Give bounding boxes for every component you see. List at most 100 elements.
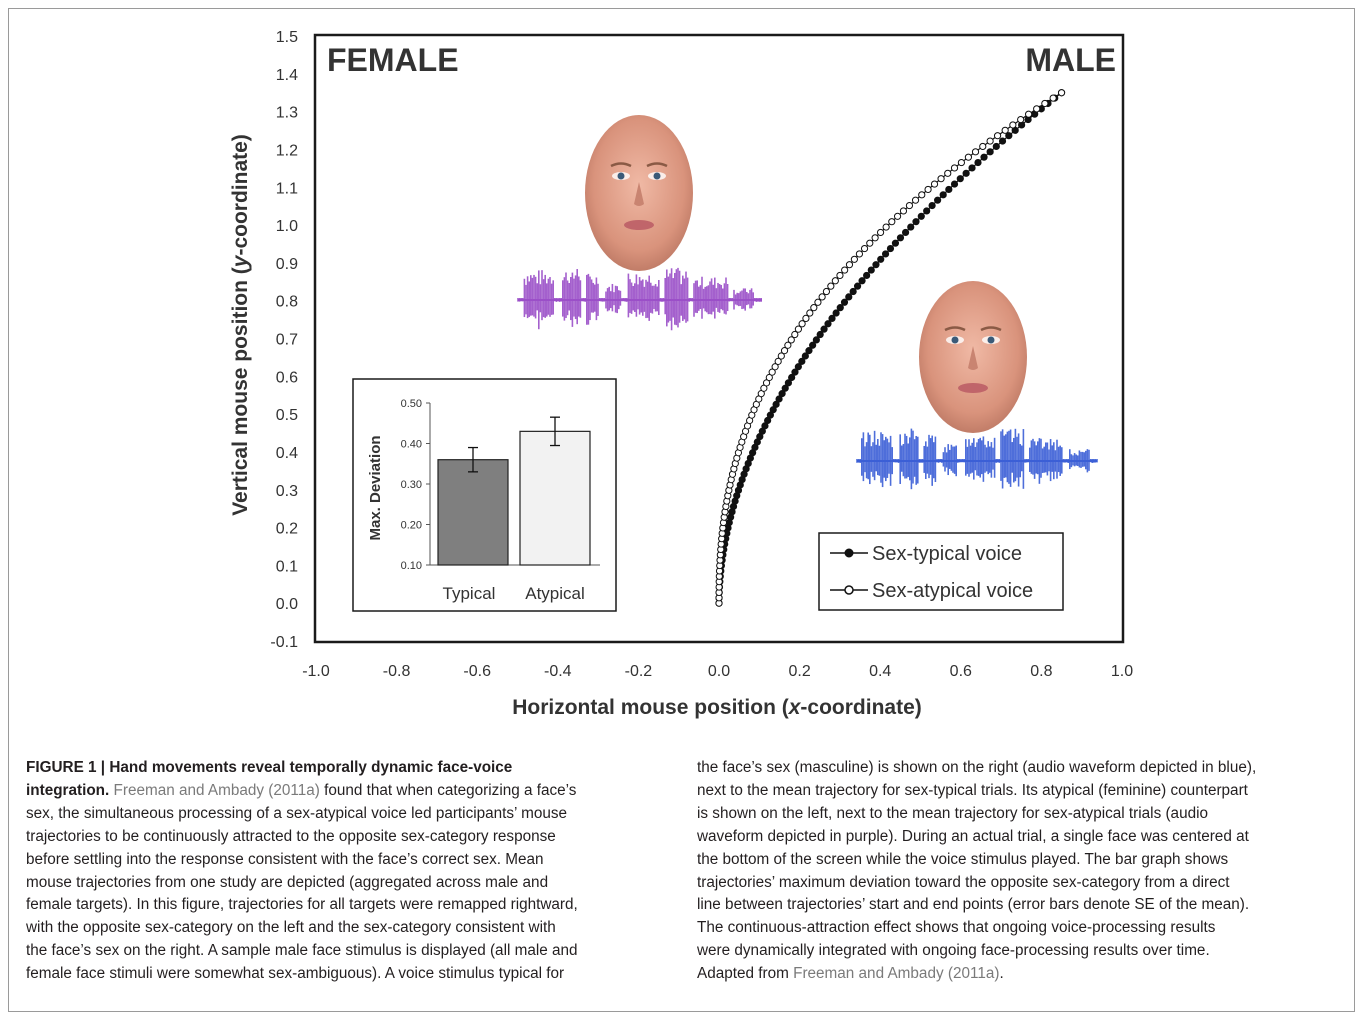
typical-trajectory-point bbox=[845, 293, 853, 301]
caption-right-column: the face’s sex (masculine) is shown on t… bbox=[697, 757, 1347, 986]
caption-text: before settling into the response consis… bbox=[26, 850, 544, 868]
atypical-trajectory-point bbox=[993, 132, 1002, 140]
atypical-trajectory-point bbox=[845, 261, 854, 269]
typical-trajectory-point bbox=[980, 153, 988, 161]
typical-trajectory-point bbox=[832, 309, 840, 317]
typical-trajectory-point bbox=[824, 320, 832, 328]
typical-trajectory-point bbox=[794, 363, 802, 371]
typical-trajectory-point bbox=[849, 287, 857, 296]
caption-text: is shown on the left, next to the mean t… bbox=[697, 804, 1208, 822]
atypical-trajectory-point bbox=[888, 218, 896, 226]
atypical-trajectory-point bbox=[893, 212, 902, 220]
caption-text: trajectories to be continuously attracte… bbox=[26, 827, 556, 845]
legend-marker-atypical bbox=[844, 585, 854, 595]
male-label: MALE bbox=[1025, 42, 1116, 78]
typical-trajectory-point bbox=[928, 201, 936, 210]
atypical-trajectory-point bbox=[818, 293, 826, 301]
atypical-trajectory-point bbox=[1025, 110, 1033, 118]
typical-trajectory-point bbox=[820, 325, 828, 333]
x-tick-label: -0.8 bbox=[383, 663, 411, 680]
atypical-trajectory-point bbox=[986, 137, 994, 145]
atypical-trajectory-point bbox=[841, 266, 849, 274]
typical-trajectory-point bbox=[974, 158, 982, 167]
x-axis-label: Horizontal mouse position (x-coordinate) bbox=[512, 696, 922, 719]
typical-trajectory-point bbox=[891, 239, 900, 247]
typical-trajectory-point bbox=[775, 395, 783, 403]
y-tick-label: 0.3 bbox=[276, 483, 298, 500]
main-figure: 1.51.41.31.21.11.00.90.80.70.60.50.40.30… bbox=[229, 29, 1133, 719]
x-tick-label: 0.4 bbox=[869, 663, 891, 680]
inset-category-label: Atypical bbox=[525, 584, 585, 603]
inset-tick-label: 0.50 bbox=[401, 398, 422, 410]
inset-category-label: Typical bbox=[443, 584, 496, 603]
atypical-trajectory-point bbox=[777, 352, 785, 360]
reference-link[interactable]: Freeman and Ambady (2011a) bbox=[793, 965, 1000, 983]
atypical-trajectory-point bbox=[899, 207, 908, 215]
atypical-trajectory-point bbox=[930, 180, 939, 188]
atypical-trajectory-point bbox=[1033, 105, 1041, 113]
atypical-trajectory-point bbox=[765, 373, 773, 382]
x-tick-label: 1.0 bbox=[1111, 663, 1133, 680]
typical-trajectory-point bbox=[968, 164, 976, 172]
atypical-trajectory-point bbox=[784, 341, 792, 349]
typical-trajectory-point bbox=[934, 196, 942, 204]
x-tick-label: -1.0 bbox=[302, 663, 330, 680]
atypical-trajectory-point bbox=[860, 244, 869, 253]
inset-y-label: Max. Deviation bbox=[367, 435, 384, 540]
typical-trajectory-point bbox=[863, 271, 871, 280]
legend: Sex-typical voice Sex-atypical voice bbox=[818, 532, 1064, 611]
caption-line: next to the mean trajectory for sex-typi… bbox=[697, 780, 1347, 803]
caption-line: the face’s sex on the right. A sample ma… bbox=[26, 940, 666, 963]
caption-left-column: FIGURE 1 | Hand movements reveal tempora… bbox=[26, 757, 666, 986]
y-tick-label: 0.2 bbox=[276, 521, 298, 538]
atypical-trajectory-point bbox=[871, 234, 879, 242]
atypical-trajectory-point bbox=[944, 169, 952, 177]
typical-trajectory-point bbox=[907, 223, 915, 231]
typical-trajectory-point bbox=[886, 244, 895, 253]
atypical-trajectory-point bbox=[876, 228, 885, 237]
typical-trajectory-point bbox=[816, 330, 824, 339]
inset-bars: Typical Atypical bbox=[437, 416, 591, 603]
atypical-trajectory-point bbox=[979, 142, 987, 151]
typical-trajectory-point bbox=[962, 169, 970, 177]
caption-line: integration. Freeman and Ambady (2011a) … bbox=[26, 780, 666, 803]
typical-trajectory-point bbox=[872, 261, 880, 269]
typical-trajectory-point bbox=[809, 341, 817, 349]
atypical-trajectory-point bbox=[787, 336, 795, 344]
caption-line: the bottom of the screen while the voice… bbox=[697, 849, 1347, 872]
typical-trajectory-point bbox=[896, 234, 905, 242]
caption-text: next to the mean trajectory for sex-typi… bbox=[697, 781, 1248, 799]
atypical-trajectory-point bbox=[768, 368, 776, 376]
caption-text: mouse trajectories from one study are de… bbox=[26, 873, 549, 891]
reference-link[interactable]: Freeman and Ambady (2011a) bbox=[113, 781, 320, 799]
typical-trajectory-point bbox=[877, 255, 885, 263]
atypical-trajectory-point bbox=[831, 277, 839, 285]
typical-trajectory-point bbox=[840, 298, 849, 306]
atypical-trajectory-point bbox=[836, 271, 844, 280]
inset-tick-label: 0.40 bbox=[401, 439, 422, 451]
figure-frame bbox=[8, 8, 1355, 1012]
typical-trajectory-point bbox=[867, 266, 875, 274]
typical-trajectory-point bbox=[853, 282, 862, 290]
typical-trajectory-point bbox=[836, 304, 844, 312]
y-tick-label: 1.2 bbox=[276, 142, 298, 159]
atypical-trajectory-point bbox=[780, 347, 789, 355]
x-tick-label: 0.8 bbox=[1030, 663, 1052, 680]
x-tick-label: 0.0 bbox=[708, 663, 730, 680]
atypical-trajectory-point bbox=[798, 320, 806, 328]
caption-line: is shown on the left, next to the mean t… bbox=[697, 803, 1347, 826]
atypical-trajectory-point bbox=[911, 196, 920, 204]
y-tick-label: 0.7 bbox=[276, 332, 298, 349]
female-face-image bbox=[585, 115, 693, 271]
y-axis-ticks: 1.5 1.4 1.3 1.2 1.1 1.0 0.9 0.8 0.7 0.6 0.5 0.4 0.3 0… bbox=[270, 29, 298, 651]
caption-line: female face stimuli were somewhat sex-am… bbox=[26, 963, 666, 986]
caption-title-cont: integration. bbox=[26, 781, 114, 799]
typical-trajectory-point bbox=[788, 373, 796, 382]
typical-trajectory-point bbox=[766, 411, 774, 419]
atypical-trajectory-point bbox=[957, 158, 966, 167]
caption-line: female targets). In this figure, traject… bbox=[26, 894, 666, 917]
caption-line: trajectories’ maximum deviation toward t… bbox=[697, 872, 1347, 895]
typical-trajectory-point bbox=[812, 336, 820, 344]
typical-trajectory-point bbox=[956, 175, 964, 183]
caption-text: female face stimuli were somewhat sex-am… bbox=[26, 965, 565, 983]
